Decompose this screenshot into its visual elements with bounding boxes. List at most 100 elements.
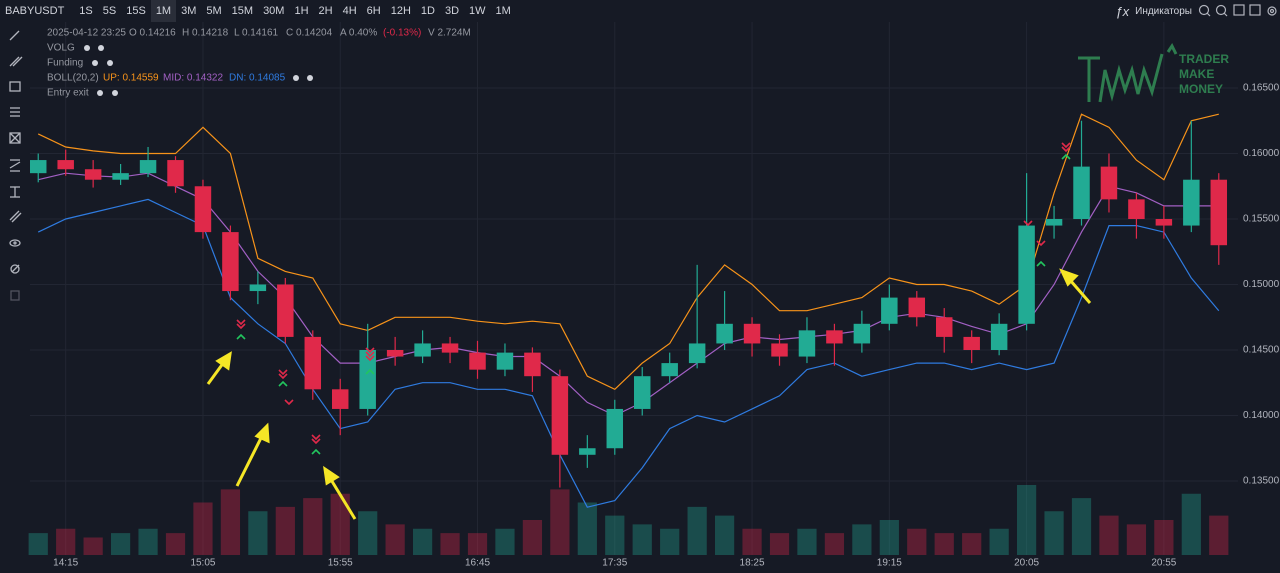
volume-bar [797, 528, 817, 555]
candle-body [249, 284, 267, 292]
x-tick-label: 20:55 [1151, 558, 1176, 569]
volume-bar [632, 524, 652, 555]
x-tick-label: 18:25 [740, 558, 765, 569]
volume-bar [467, 533, 488, 555]
interval-button[interactable]: 1W [469, 5, 486, 17]
candle-body [441, 343, 459, 353]
volume-bar [879, 520, 899, 555]
interval-button[interactable]: 4H [342, 5, 357, 17]
indicators-button[interactable]: Индикаторы [1135, 5, 1192, 17]
toolbar: BABYUSDT 1S 5S 15S 1M 3M 5M 15M 30M 1H 2H 4H 6H 12H 1… [0, 0, 1280, 22]
volume-bar [962, 533, 982, 555]
interval-button[interactable]: 3M [181, 5, 197, 17]
symbol[interactable]: BABYUSDT [5, 5, 65, 17]
candle-body [1155, 219, 1173, 226]
candle-body [826, 330, 843, 344]
legend-entry: DN: 0.14085 [229, 73, 286, 84]
interval-button[interactable]: 15M [231, 5, 254, 17]
interval-button[interactable]: 5M [206, 5, 222, 17]
indicator-controls[interactable] [84, 45, 313, 96]
watermark-text: MONEY [1179, 82, 1223, 96]
candle-body [1100, 166, 1118, 200]
candle-body [661, 363, 678, 377]
volume-bar [1209, 515, 1229, 555]
interval-button[interactable]: 2H [318, 5, 333, 17]
legend-low: L 0.14161 [234, 28, 279, 39]
candle-body [853, 323, 871, 344]
watermark-text: MAKE [1179, 67, 1214, 81]
candle-body [743, 323, 761, 344]
legend-amplitude: A 0.40% [340, 28, 377, 39]
volume-bar [769, 533, 790, 555]
interval-button[interactable]: 3D [444, 5, 460, 17]
candle-body [167, 160, 184, 187]
legend-date: 2025-04-12 23:25 [47, 28, 126, 39]
legend-entry: MID: 0.14322 [163, 73, 223, 84]
candle-body [1018, 225, 1035, 324]
x-tick-label: 15:05 [190, 558, 215, 569]
x-tick-label: 17:35 [602, 558, 627, 569]
volume-bar [1016, 485, 1037, 555]
bollinger-line [37, 113, 1219, 391]
volume-bar [358, 511, 378, 555]
volume-bar [687, 506, 707, 555]
candle-body [881, 297, 898, 324]
candle-body [332, 389, 349, 409]
candle-body [496, 352, 514, 370]
interval-button[interactable]: 15S [126, 5, 146, 17]
volume-bar [165, 533, 186, 555]
y-tick-label: 0.15000 [1243, 279, 1280, 290]
y-tick-label: 0.16500 [1243, 83, 1280, 94]
interval-button[interactable]: 30M [263, 5, 285, 17]
x-tick-label: 14:15 [53, 558, 78, 569]
plot-area [28, 22, 1238, 555]
volume-bar [330, 493, 350, 555]
watermark [1078, 43, 1178, 103]
volume-bar [110, 533, 131, 555]
candle-body [469, 352, 486, 370]
annotation-arrows [206, 268, 1092, 520]
candle-body [386, 350, 404, 357]
interval-button[interactable]: 12H [390, 5, 411, 17]
interval-button[interactable]: 1S [79, 5, 93, 17]
candle-body [606, 408, 624, 449]
candle-body [194, 186, 212, 233]
volume-bar [193, 502, 213, 555]
candle-body [1210, 179, 1228, 246]
candle-body [908, 297, 926, 318]
candle-body [634, 376, 651, 409]
candle-body [1073, 166, 1090, 220]
volume-bar [495, 528, 515, 555]
interval-button[interactable]: 1D [420, 5, 435, 17]
volume-bar [522, 520, 543, 555]
volume-bar [934, 533, 954, 555]
indicator-name: VOLG [47, 43, 75, 54]
fx-icon[interactable]: ƒx [1115, 3, 1130, 19]
tool-icons [9, 30, 23, 301]
interval-button[interactable]: 1H [294, 5, 309, 17]
volume-bar [83, 537, 103, 555]
legend-change: (-0.13%) [383, 28, 421, 39]
volume-bar [1044, 511, 1064, 555]
volume-bar [56, 528, 76, 555]
volume-bar [412, 528, 433, 555]
interval-button[interactable]: 1M [150, 0, 177, 22]
interval-button[interactable]: 5S [102, 5, 117, 17]
candle-body [139, 160, 157, 174]
y-tick-label: 0.16000 [1243, 148, 1280, 159]
legend-volume: V 2.724M [428, 28, 471, 39]
candle-body [716, 323, 733, 344]
x-tick-label: 19:15 [877, 558, 902, 569]
volume-bar [1071, 498, 1092, 555]
volume-bar [1099, 515, 1119, 555]
volume-bar [1181, 493, 1201, 555]
y-tick-label: 0.15500 [1243, 214, 1280, 225]
candle-body [304, 336, 322, 390]
volume-bar [1154, 520, 1174, 555]
interval-button[interactable]: 6H [366, 5, 381, 17]
volume-bar [550, 489, 570, 555]
interval-button[interactable]: 1M [495, 5, 511, 17]
candle-body [84, 169, 102, 180]
signal-markers [236, 142, 1071, 455]
candle-body [579, 448, 596, 455]
